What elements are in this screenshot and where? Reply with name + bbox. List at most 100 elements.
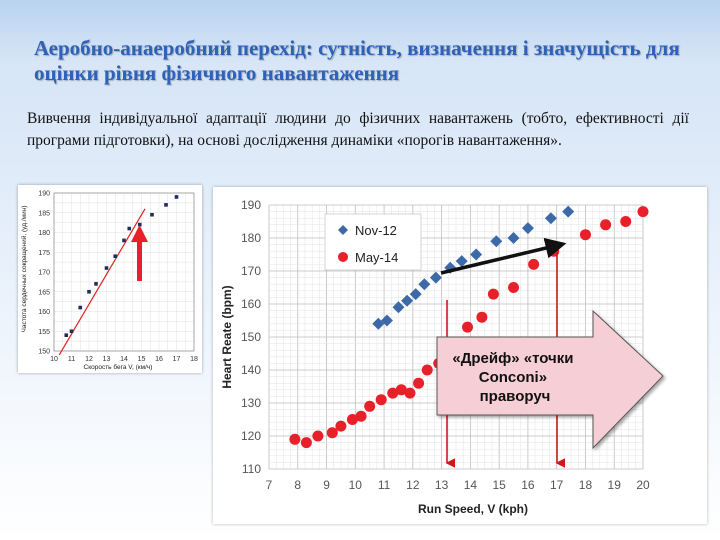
small-y-tick-label: 155 (38, 329, 50, 336)
small-y-tick-label: 185 (38, 210, 50, 217)
may-14-data-point (404, 387, 416, 399)
small-x-tick-label: 14 (120, 356, 128, 363)
nov-12-data-point (409, 288, 422, 301)
small-chart-y-ticks: 150 155 160 165 170 175 180 185 190 (38, 191, 50, 356)
legend-label-nov-12: Nov-12 (355, 223, 397, 238)
main-chart-x-ticks: 7 8 9 10 11 12 13 14 15 16 17 18 19 20 (266, 478, 650, 492)
nov-12-data-point (429, 271, 442, 284)
small-data-point (78, 305, 83, 310)
small-data-point (64, 333, 69, 337)
small-data-point (104, 266, 109, 270)
small-data-point (164, 203, 168, 207)
main-x-tick-label: 10 (349, 478, 363, 492)
slide-title: Аеробно-анаеробний перехід: сутність, ви… (34, 36, 680, 85)
may-14-data-point (312, 430, 324, 442)
may-14-data-point (462, 321, 474, 333)
main-chart-y-axis-label: Heart Reate (bpm) (220, 285, 234, 388)
nov-12-data-point (490, 235, 503, 248)
may-14-data-point (364, 400, 376, 412)
main-chart-y-ticks: 110 120 130 140 150 160 170 180 190 (241, 198, 261, 476)
small-data-point (174, 195, 179, 199)
small-data-point (69, 329, 74, 334)
small-x-tick-label: 18 (190, 356, 198, 363)
small-x-tick-label: 15 (138, 356, 146, 363)
main-y-tick-label: 170 (241, 264, 261, 278)
nov-12-data-point (507, 232, 520, 244)
nov-12-data-point (455, 255, 468, 268)
small-data-point (94, 282, 98, 286)
callout-line-3: праворуч (480, 388, 551, 405)
small-data-point (137, 222, 142, 227)
main-y-tick-label: 140 (241, 363, 261, 377)
small-x-tick-label: 12 (85, 356, 93, 363)
small-plot-frame (53, 192, 195, 352)
small-chart-y-axis-label: Частота сердечных сокращений, (уд./мин) (20, 206, 28, 333)
may-14-data-point (387, 387, 399, 399)
title-band (0, 0, 720, 92)
small-chart-panel: 150 155 160 165 170 175 180 185 190 10 11 12 13 14 15… (18, 185, 202, 373)
may-14-data-point (375, 394, 387, 406)
nov-12-data-point (470, 248, 483, 261)
main-x-tick-label: 7 (266, 478, 273, 492)
nov-12-data-point (401, 294, 414, 307)
main-y-tick-label: 150 (241, 330, 261, 344)
main-y-tick-label: 160 (241, 297, 261, 311)
may-14-data-point (637, 206, 649, 218)
callout-arrow-shape (436, 309, 664, 450)
small-chart-x-axis-label: Скорость бега V, (км/ч) (84, 363, 153, 371)
main-x-tick-label: 14 (464, 478, 478, 492)
nov-12-data-point (544, 212, 557, 225)
small-x-tick-label: 17 (173, 356, 181, 363)
small-x-tick-label: 11 (68, 356, 75, 363)
main-x-tick-label: 15 (492, 478, 506, 492)
small-chart-points (64, 195, 179, 337)
may-14-data-point (300, 437, 312, 449)
nov-12-data-point (444, 261, 457, 274)
may-14-data-point (346, 414, 358, 425)
main-x-tick-label: 18 (579, 478, 593, 492)
nov-12-data-point (521, 222, 534, 235)
main-x-tick-label: 11 (378, 478, 391, 492)
main-chart-panel: 110 120 130 140 150 160 170 180 190 7 8 9 10 11 12 13 1… (213, 187, 707, 524)
legend-marker-may-14 (338, 252, 348, 262)
main-y-tick-label: 130 (241, 396, 261, 410)
main-x-tick-label: 17 (550, 478, 564, 492)
main-chart-x-axis-label: Run Speed, V (kph) (418, 502, 528, 516)
small-y-tick-label: 180 (38, 230, 50, 237)
may-14-data-point (289, 433, 301, 445)
may-14-data-point (413, 377, 425, 389)
small-y-tick-label: 150 (38, 349, 50, 356)
may-14-data-point (421, 364, 433, 376)
may-14-data-point (487, 288, 499, 300)
main-y-tick-label: 110 (242, 462, 261, 476)
main-chart-legend: Nov-12 May-14 (324, 213, 422, 271)
small-chart-x-ticks: 10 11 12 13 14 15 16 17 18 (50, 356, 198, 363)
callout-line-2: Conconi» (479, 369, 547, 386)
main-x-tick-label: 20 (636, 478, 650, 492)
may-14-data-point (600, 219, 612, 231)
may-14-data-point (528, 258, 540, 270)
drift-arrow (440, 237, 567, 275)
main-x-tick-label: 9 (323, 478, 330, 492)
slide-body-text: Вивчення індивідуальної адаптації людини… (27, 110, 689, 149)
main-y-tick-label: 180 (241, 231, 261, 245)
small-data-point (122, 238, 126, 243)
main-x-tick-label: 12 (406, 478, 420, 492)
may-14-data-point (395, 384, 407, 396)
nov-12-data-point (392, 301, 405, 314)
main-y-tick-label: 120 (241, 429, 261, 443)
nov-12-data-point (380, 314, 393, 327)
may-14-data-point (326, 427, 338, 439)
main-x-tick-label: 13 (435, 478, 449, 492)
main-y-tick-label: 190 (241, 198, 261, 212)
may-14-data-point (508, 282, 520, 293)
may-14-data-point (579, 229, 591, 241)
nov-12-data-point (562, 205, 575, 218)
small-chart-trend-line (58, 208, 146, 356)
may-14-data-point (620, 216, 632, 227)
small-x-tick-label: 16 (155, 356, 163, 363)
small-data-point (150, 212, 154, 217)
small-y-tick-label: 175 (38, 250, 50, 257)
main-x-tick-label: 8 (294, 478, 301, 492)
callout-line-1: «Дрейф» «точки (452, 350, 573, 367)
